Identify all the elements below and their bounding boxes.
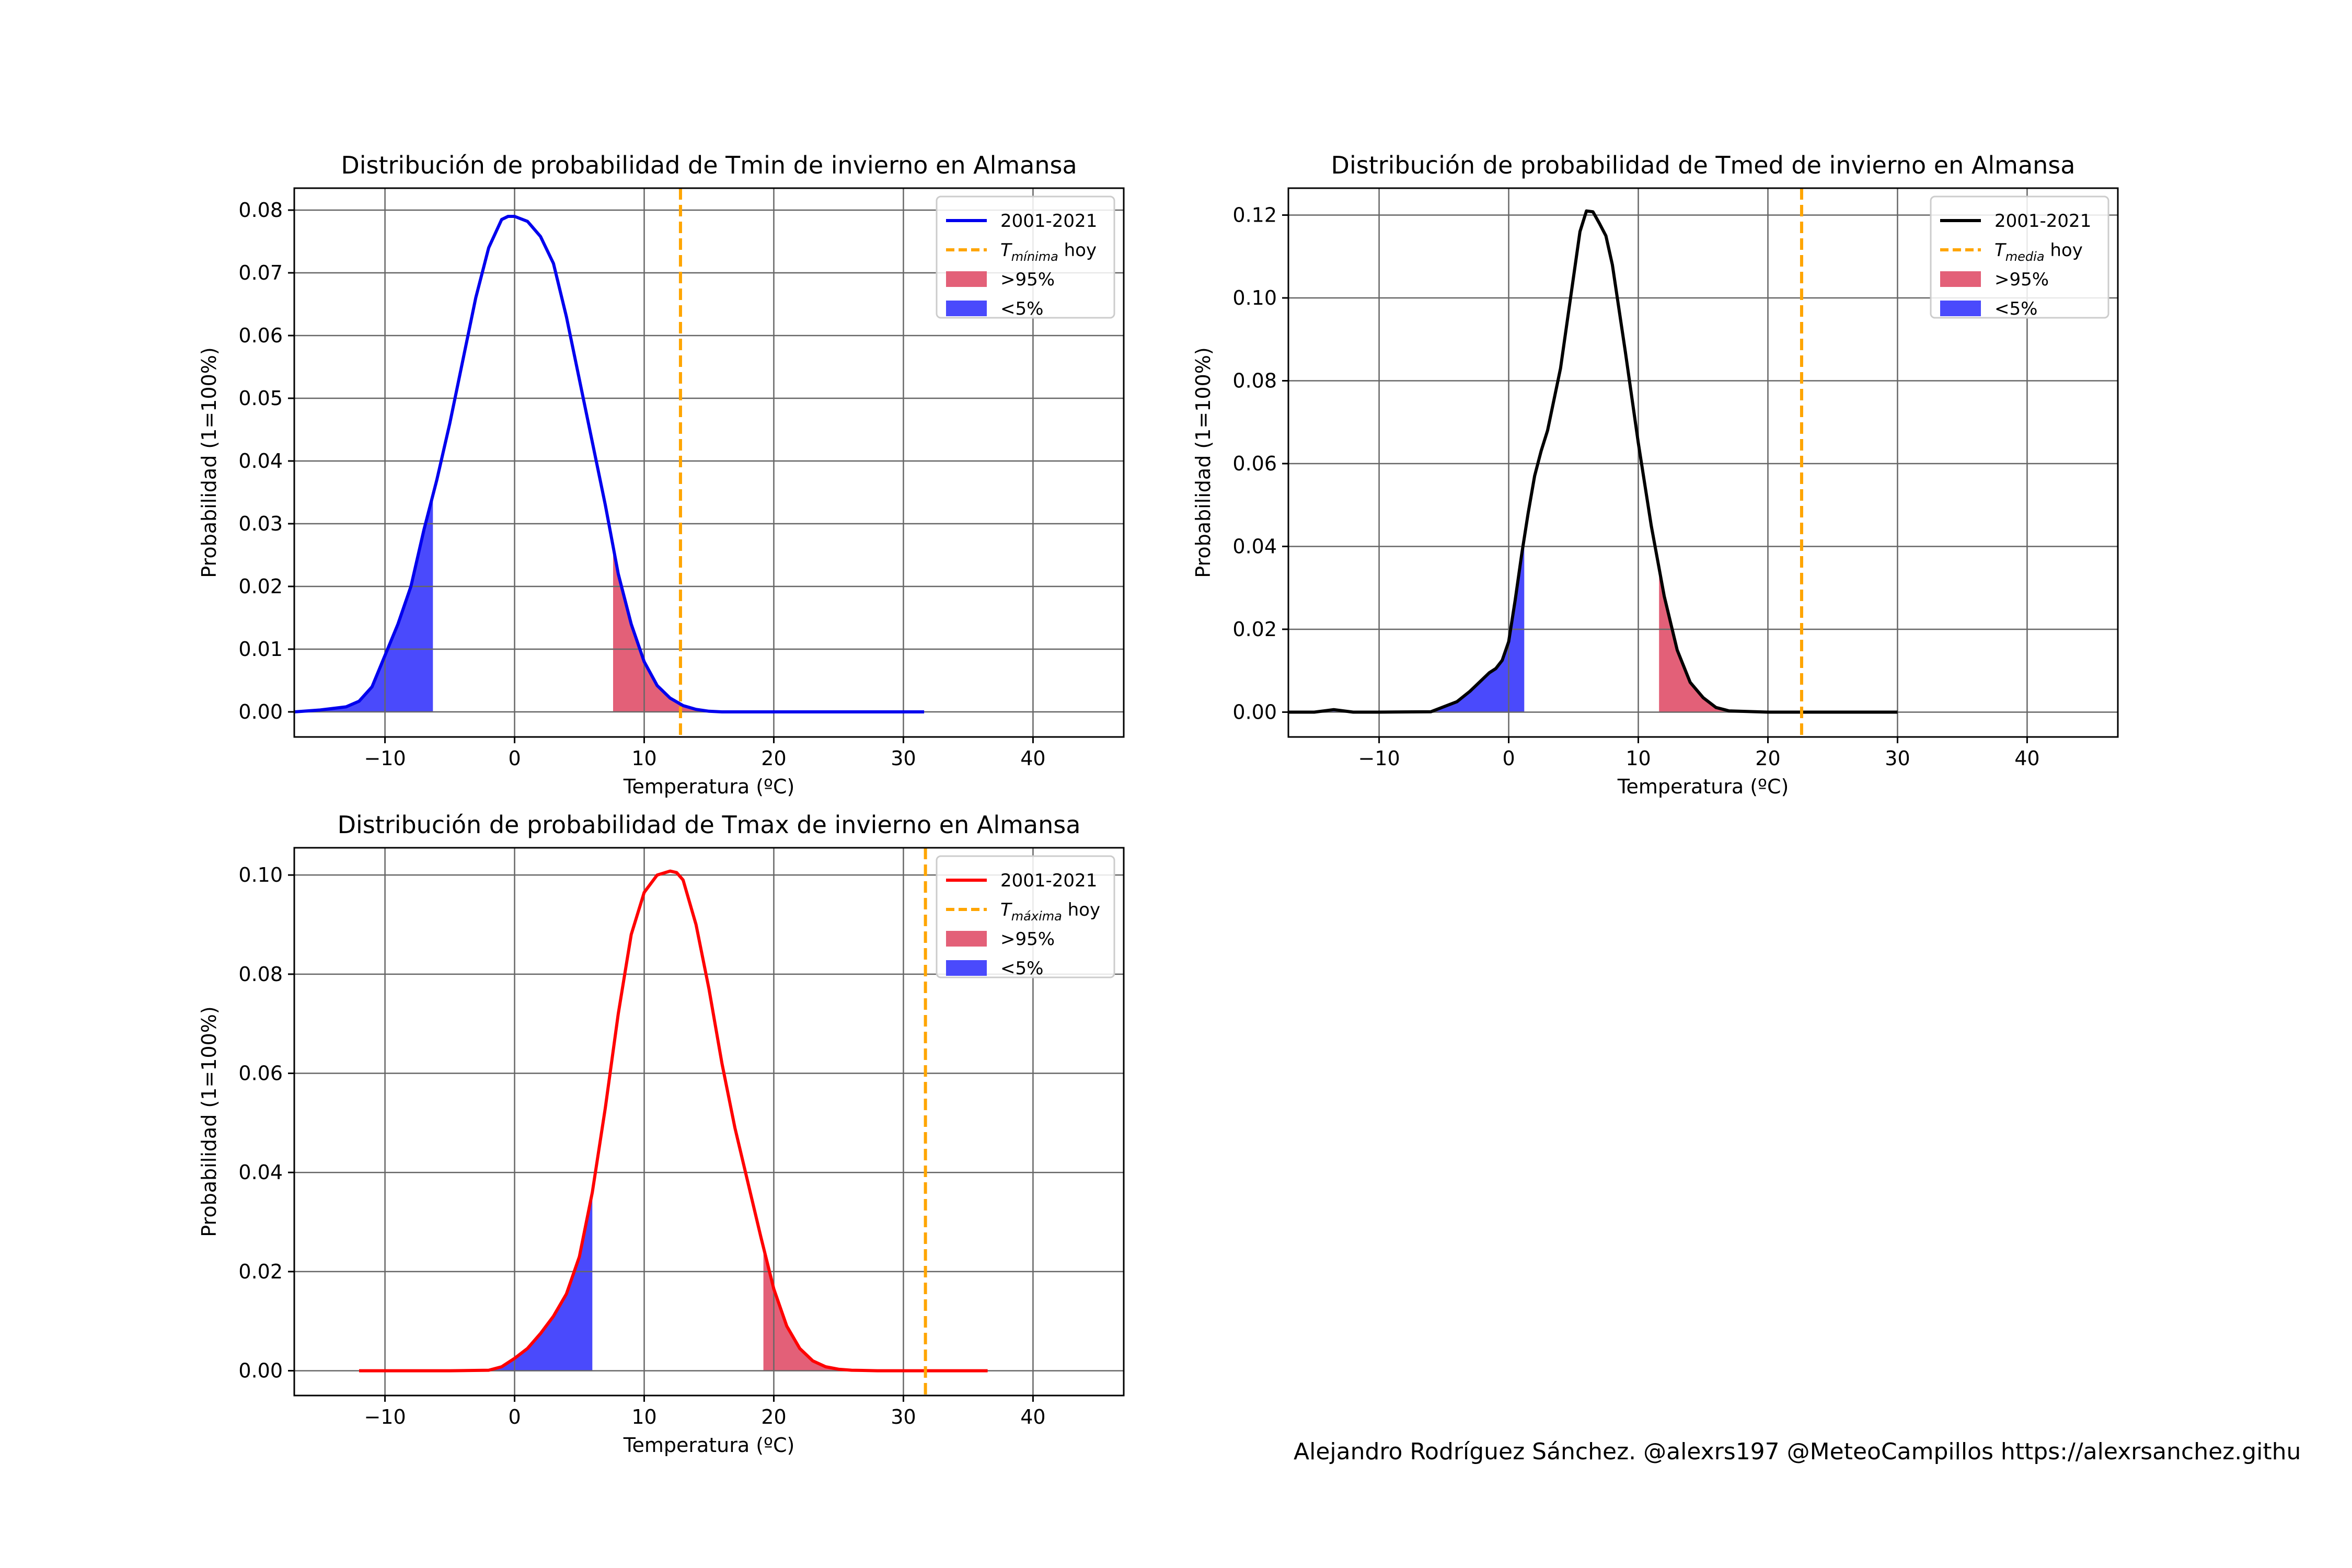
x-tick-label: −10 <box>1358 747 1400 770</box>
x-tick-label: 20 <box>761 747 786 770</box>
axes-frame <box>1287 187 2119 738</box>
x-tick-label: 30 <box>891 747 916 770</box>
footer-credit: Alejandro Rodríguez Sánchez. @alexrs197 … <box>1294 1438 2301 1465</box>
legend-label: Tmáxima hoy <box>1000 900 1100 924</box>
legend: 2001-2021 Tmínima hoy >95% <5% <box>936 195 1115 319</box>
x-tick-label: 20 <box>1755 747 1780 770</box>
chart-tmax: −10 0 10 20 30 40 0.00 0.02 0.04 0.06 0.08 0.10 Dist… <box>198 811 1125 1457</box>
x-tick-label: −10 <box>364 1405 406 1428</box>
y-tick-label: 0.06 <box>1232 452 1277 475</box>
y-tick-label: 0.04 <box>1232 535 1277 558</box>
x-tick-label: 40 <box>1020 1405 1045 1428</box>
x-tick-label: 40 <box>1020 747 1045 770</box>
chart-title: Distribución de probabilidad de Tmin de … <box>341 151 1077 179</box>
y-tick-label: 0.06 <box>238 324 283 347</box>
y-tick-label: 0.02 <box>238 1260 283 1283</box>
legend: 2001-2021 Tmedia hoy >95% <5% <box>1930 195 2109 319</box>
x-tick-label: 30 <box>891 1405 916 1428</box>
low-tail-fill <box>294 494 433 712</box>
y-tick-label: 0.06 <box>238 1062 283 1085</box>
legend: 2001-2021 Tmáxima hoy >95% <5% <box>936 855 1115 979</box>
legend-label: <5% <box>1000 958 1043 979</box>
y-tick-label: 0.02 <box>238 575 283 598</box>
density-line <box>294 215 925 713</box>
x-tick-label: −10 <box>364 747 406 770</box>
y-tick-label: 0.01 <box>238 638 283 661</box>
legend-label: >95% <box>1000 269 1055 290</box>
x-axis-label: Temperatura (ºC) <box>623 1434 795 1457</box>
y-tick-label: 0.08 <box>238 199 283 222</box>
y-tick-label: 0.04 <box>238 1161 283 1184</box>
low-tail-fill <box>359 1192 593 1371</box>
x-tick-label: 30 <box>1885 747 1910 770</box>
y-tick-label: 0.08 <box>238 963 283 986</box>
y-tick-label: 0.00 <box>1232 700 1277 723</box>
y-tick-label: 0.02 <box>1232 618 1277 641</box>
legend-label: Tmínima hoy <box>1000 240 1097 264</box>
x-tick-label: 0 <box>508 1405 521 1428</box>
legend-label: <5% <box>1994 298 2037 319</box>
high-tail-fill <box>763 1247 988 1371</box>
density-line <box>1288 209 1898 714</box>
legend-swatch-patch <box>946 271 987 287</box>
axes-frame <box>293 187 1125 738</box>
x-tick-label: 0 <box>1502 747 1515 770</box>
y-tick-label: 0.08 <box>1232 369 1277 392</box>
y-tick-label: 0.03 <box>238 512 283 535</box>
legend-swatch-patch <box>1940 271 1981 287</box>
y-tick-label: 0.04 <box>238 449 283 472</box>
x-tick-label: 20 <box>761 1405 786 1428</box>
density-line <box>359 869 988 1373</box>
x-tick-label: 10 <box>1625 747 1651 770</box>
x-tick-label: 0 <box>508 747 521 770</box>
legend-box <box>936 195 1115 319</box>
x-tick-label: 10 <box>631 1405 656 1428</box>
legend-box <box>936 855 1115 978</box>
legend-swatch-patch <box>946 931 987 947</box>
legend-label: <5% <box>1000 298 1043 319</box>
high-tail-fill <box>1659 568 1898 712</box>
y-tick-label: 0.10 <box>238 863 283 886</box>
legend-label: Tmedia hoy <box>1994 240 2083 264</box>
y-tick-label: 0.12 <box>1232 204 1277 227</box>
legend-label: >95% <box>1994 269 2049 290</box>
legend-swatch-patch <box>946 960 987 976</box>
y-tick-label: 0.10 <box>1232 286 1277 309</box>
axes-frame <box>293 847 1125 1397</box>
legend-label: 2001-2021 <box>1000 211 1097 232</box>
legend-swatch-patch <box>1940 301 1981 316</box>
x-tick-label: 10 <box>631 747 656 770</box>
plot-area <box>294 848 1124 1396</box>
legend-box <box>1930 195 2109 319</box>
y-axis-label: Probabilidad (1=100%) <box>198 1006 221 1237</box>
plot-area <box>294 188 1124 737</box>
legend-label: >95% <box>1000 929 1055 950</box>
y-tick-label: 0.00 <box>238 1359 283 1382</box>
y-tick-label: 0.07 <box>238 261 283 284</box>
low-tail-fill <box>1288 538 1525 712</box>
chart-tmin: −10 0 10 20 30 40 0.00 0.01 0.02 0.03 0.04 0.05 0.06… <box>198 151 1125 798</box>
y-axis-label: Probabilidad (1=100%) <box>198 347 221 578</box>
legend-swatch-patch <box>946 301 987 316</box>
legend-label: 2001-2021 <box>1000 870 1097 891</box>
chart-title: Distribución de probabilidad de Tmax de … <box>338 811 1081 839</box>
x-axis-label: Temperatura (ºC) <box>623 775 795 798</box>
y-tick-label: 0.05 <box>238 387 283 410</box>
y-tick-label: 0.00 <box>238 700 283 723</box>
chart-tmed: −10 0 10 20 30 40 0.00 0.02 0.04 0.06 0.08 0.10 0.12… <box>1192 151 2119 798</box>
x-tick-label: 40 <box>2014 747 2039 770</box>
y-axis-label: Probabilidad (1=100%) <box>1192 347 1215 578</box>
x-axis-label: Temperatura (ºC) <box>1617 775 1789 798</box>
chart-title: Distribución de probabilidad de Tmed de … <box>1331 151 2076 179</box>
legend-label: 2001-2021 <box>1994 211 2091 232</box>
